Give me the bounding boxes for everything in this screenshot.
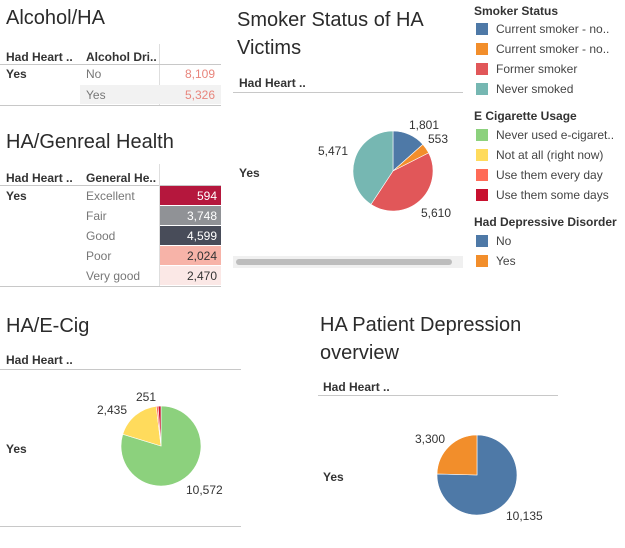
depression-pie-slice[interactable] [436,434,478,476]
health-val-cell[interactable]: 2,470 [160,266,221,285]
smoker-scrollbar-track[interactable] [233,256,463,268]
ecig-label-251: 251 [136,390,156,404]
ecig-pie-slice[interactable] [122,405,162,447]
alcohol-header-had-heart[interactable]: Had Heart .. [6,50,73,64]
depression-title-line1: HA Patient Depression [320,314,522,336]
ecig-header-line [0,369,241,370]
smoker-title-line2: Victims [237,37,302,59]
legend-smoker-title: Smoker Status [474,4,559,18]
legend-swatch [476,189,488,201]
legend-label: Never used e-cigaret.. [496,128,615,142]
legend-item[interactable]: Use them every day [476,168,603,182]
ecig-title: HA/E-Cig [6,315,90,337]
legend-label: Use them some days [496,188,609,202]
legend-swatch [476,63,488,75]
ecig-pie-chart: 251 2,435 10,572 [97,390,223,497]
smoker-label-5471: 5,471 [318,144,348,158]
legend-swatch [476,129,488,141]
legend-label: No [496,234,512,248]
smoker-label-1801: 1,801 [409,118,439,132]
health-header-general[interactable]: General He.. [86,171,157,185]
legend-label: Not at all (right now) [496,148,604,162]
ecig-bottom-line [0,526,241,527]
health-cat: Very good [86,269,141,283]
legend-swatch [476,235,488,247]
legend-swatch [476,169,488,181]
health-val-cell[interactable]: 594 [160,186,221,205]
smoker-row-label: Yes [239,166,260,180]
alcohol-row-label: Yes [6,67,27,81]
depression-header-had-heart[interactable]: Had Heart .. [323,380,390,394]
health-header-had-heart[interactable]: Had Heart .. [6,171,73,185]
legend-label: Use them every day [496,168,603,182]
depression-label-10135: 10,135 [506,509,543,523]
depression-header-line [318,395,558,396]
ecig-header-had-heart[interactable]: Had Heart .. [6,353,73,367]
legend-swatch [476,23,488,35]
smoker-pie-slice[interactable] [370,152,434,212]
smoker-title-line1: Smoker Status of HA [237,9,424,31]
alcohol-title: Alcohol/HA [6,7,105,29]
smoker-label-553: 553 [428,132,448,146]
legend-ecig-title: E Cigarette Usage [474,109,577,123]
depression-title: HA Patient Depression overview [320,311,560,367]
legend-item[interactable]: Yes [476,254,516,268]
legend-label: Former smoker [496,62,578,76]
smoker-pie-chart: 1,801 553 5,610 5,471 [318,118,451,220]
health-row-label: Yes [6,189,27,203]
alcohol-header-line [0,64,221,65]
alcohol-divider [159,44,160,106]
smoker-header-had-heart[interactable]: Had Heart .. [239,76,306,90]
legend-item[interactable]: Use them some days [476,188,609,202]
legend-item[interactable]: Current smoker - no.. [476,42,609,56]
ecig-pie-slice[interactable] [157,405,162,447]
legend-label: Never smoked [496,82,574,96]
alcohol-val-no[interactable]: 8,109 [184,67,215,81]
health-val-cell[interactable]: 4,599 [160,226,221,245]
alcohol-header-alcohol[interactable]: Alcohol Dri.. [86,50,157,64]
alcohol-cat-yes: Yes [86,88,106,102]
health-cat: Excellent [86,189,135,203]
legend-swatch [476,83,488,95]
ecig-label-2435: 2,435 [97,403,127,417]
alcohol-row-highlight [80,85,221,104]
smoker-header-line [233,92,463,93]
legend-swatch [476,43,488,55]
legend-label: Current smoker - no.. [496,42,610,56]
health-header-line [0,185,221,186]
smoker-label-5610: 5,610 [421,206,451,220]
smoker-pie-slice[interactable] [352,130,394,205]
legend-dep-title: Had Depressive Disorder [474,215,617,229]
legend-item[interactable]: Current smoker - no.. [476,22,609,36]
legend-item[interactable]: Never used e-cigaret.. [476,128,614,142]
health-divider [159,164,160,286]
legend-item[interactable]: No [476,234,511,248]
depression-label-3300: 3,300 [415,432,445,446]
ecig-label-10572: 10,572 [186,483,223,497]
health-val-cell[interactable]: 3,748 [160,206,221,225]
health-val-cell[interactable]: 2,024 [160,246,221,265]
legend-label: Yes [496,254,516,268]
health-bottom-line [0,286,221,287]
health-title: HA/Genreal Health [6,131,174,153]
alcohol-bottom-line [0,105,221,106]
smoker-scrollbar-thumb[interactable] [236,259,452,265]
legend-swatch [476,149,488,161]
health-cat: Poor [86,249,112,263]
health-cat: Fair [86,209,107,223]
depression-pie-chart: 3,300 10,135 [415,432,543,523]
smoker-title: Smoker Status of HA Victims [237,6,467,62]
alcohol-val-yes[interactable]: 5,326 [184,88,215,102]
alcohol-cat-no: No [86,67,102,81]
ecig-row-label: Yes [6,442,27,456]
depression-title-line2: overview [320,342,399,364]
legend-item[interactable]: Former smoker [476,62,577,76]
health-cat: Good [86,229,116,243]
depression-row-label: Yes [323,470,344,484]
legend-swatch [476,255,488,267]
legend-item[interactable]: Never smoked [476,82,573,96]
legend-item[interactable]: Not at all (right now) [476,148,603,162]
legend-label: Current smoker - no.. [496,22,610,36]
